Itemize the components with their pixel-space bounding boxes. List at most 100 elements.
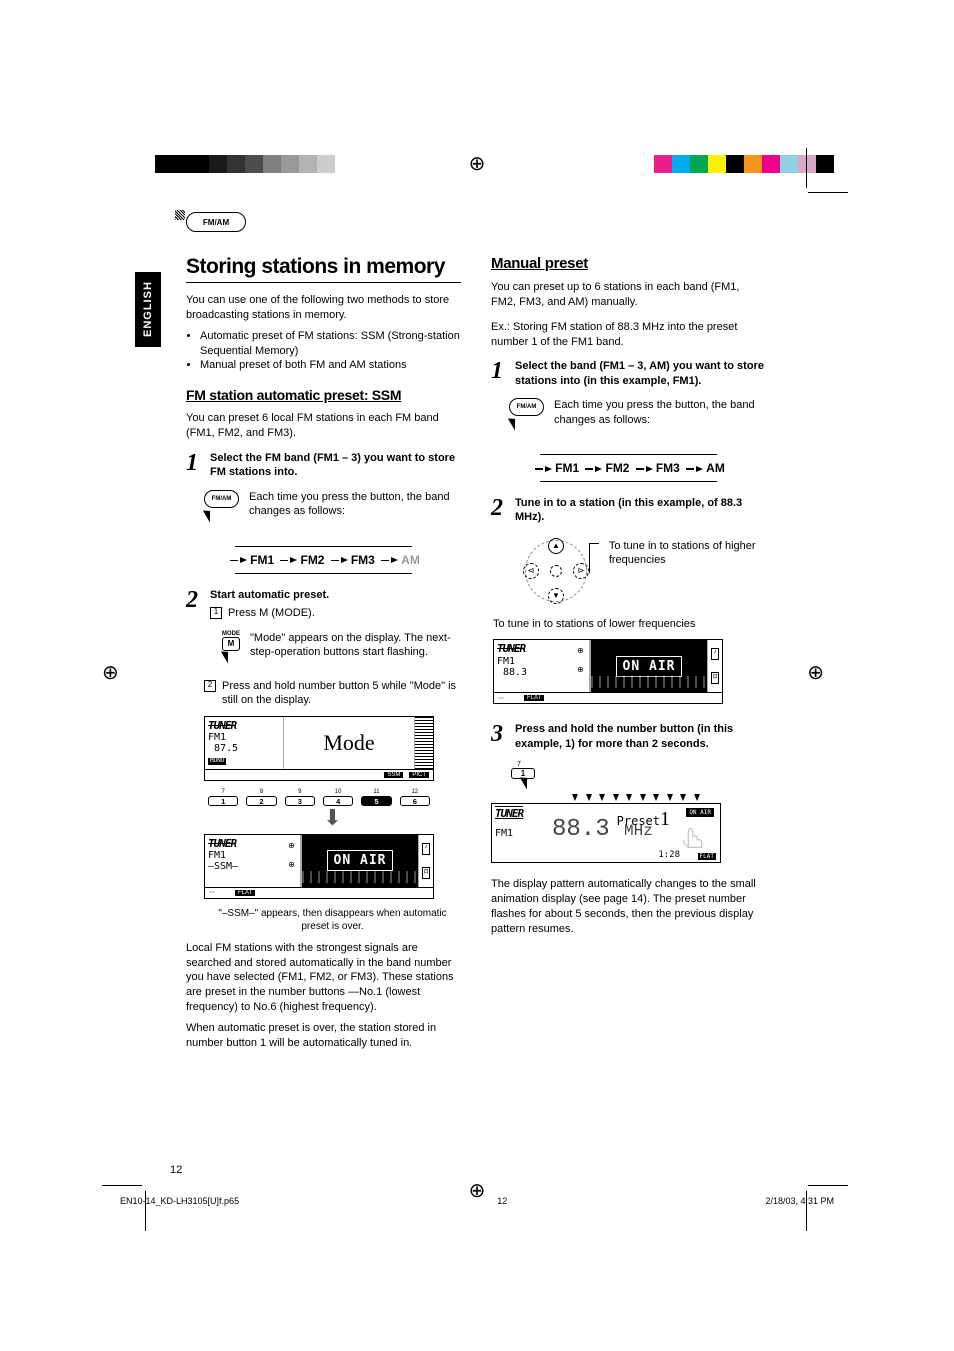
num-7-label: 7 [517,761,766,768]
color-swatch [245,155,263,173]
crop-mark [806,148,807,188]
manual-example: Ex.: Storing FM station of 88.3 MHz into… [491,320,766,350]
mode-button-row: MODE M "Mode" appears on the display. Th… [222,631,461,671]
manual-step-2: 2 Tune in to a station (in this example,… [491,496,766,525]
step-title: Tune in to a station (in this example, o… [515,496,766,525]
color-swatch [209,155,227,173]
mono-indicator: MONO [208,758,226,765]
color-swatch [191,155,209,173]
intro-bullet: Manual preset of both FM and AM stations [200,358,461,373]
clock-label: 1:28 [658,850,680,860]
fmam-button-row: FM/AM Each time you press the button, th… [204,490,461,530]
ssm-step-1: 1 Select the FM band (FM1 – 3) you want … [186,451,461,480]
ssm-indicator: SSM [384,772,403,778]
tuner-label: TUNER [497,643,569,655]
hand-icon [676,821,708,851]
button-description: Each time you press the button, the band… [554,398,766,428]
language-tab: ENGLISH [135,272,161,347]
down-arrow-icon: ⬇ [204,810,461,825]
cursor-icon [222,653,240,671]
substep-1: 1 Press M (MODE). [210,606,461,621]
controller-desc-high: To tune in to stations of higher frequen… [609,531,766,568]
color-swatch [227,155,245,173]
substep-number: 1 [210,607,222,619]
display-side-icons: ⊕ ⊕ [283,835,301,887]
number-button: 115 [361,789,391,806]
color-swatch [744,155,762,173]
footer: EN10-14_KD-LH3105[U]f.p65 12 2/18/03, 4:… [120,1196,834,1206]
color-swatch [299,155,317,173]
left-column: Storing stations in memory You can use o… [186,255,461,1057]
fmam-button-icon: FM/AM [509,398,544,416]
color-swatch [672,155,690,173]
cursor-icon [204,512,222,530]
band-cycle-diagram: FM1 FM2 FM3 AM [491,450,766,486]
manual-step-1: 1 Select the band (FM1 – 3, AM) you want… [491,359,766,388]
color-swatch [816,155,834,173]
display-onair: TUNER FM1 88.3 ⊕ ⊕ ON AIR ♪⊡ [493,639,723,704]
step-number: 1 [491,359,509,383]
band-cycle-diagram: FM1 FM2 FM3 AM [186,542,461,578]
color-bars-right [654,155,834,173]
ssm-para2: When automatic preset is over, the stati… [186,1021,461,1051]
preset-display: TUNER FM1 Preset1 ON AIR 88.3 MHz 1:28 F… [491,803,721,863]
step-number: 2 [186,588,204,612]
fmam-button-icon: FM/AM [204,490,239,508]
footer-file: EN10-14_KD-LH3105[U]f.p65 [120,1196,239,1206]
color-swatch [780,155,798,173]
step-title: Select the band (FM1 – 3, AM) you want t… [515,359,766,388]
band-label: FM1 [208,732,280,743]
substep-2: 2 Press and hold number button 5 while "… [204,679,461,709]
color-swatch [155,155,173,173]
num-button-press: 7 1 [511,761,766,797]
display-right-icons: ♪⊡ [708,640,722,692]
fmam-button-row: FM/AM Each time you press the button, th… [509,398,766,438]
fmam-section-badge: FM/AM [186,212,246,232]
display-scrollbar [415,717,433,769]
scale-markers [572,794,700,804]
controller-up-button: ▲ [548,538,564,554]
number-button: 126 [400,789,430,806]
controller-desc-low: To tune in to stations of lower frequenc… [493,617,766,632]
main-title: Storing stations in memory [186,255,461,283]
color-swatch [726,155,744,173]
crop-mark [102,1185,142,1186]
flat-indicator: FLAT [524,695,544,701]
leader-line [589,543,598,573]
crop-mark [808,1185,848,1186]
crop-mark [808,192,848,193]
step-title: Press and hold the number button (in thi… [515,722,766,751]
band-label: FM1 [497,656,569,667]
substep-number: 2 [204,680,216,692]
mode-text: Mode [283,717,415,769]
right-column: Manual preset You can preset up to 6 sta… [491,255,766,1057]
registration-target-left: ⊕ [102,660,119,685]
controller-left-button: ⊲ [523,563,539,579]
registration-target-top: ⊕ [469,151,486,176]
footer-date: 2/18/03, 4:31 PM [765,1196,834,1206]
flat-indicator: FLAT [235,890,255,896]
intro-bullet: Automatic preset of FM stations: SSM (St… [200,329,461,359]
controller-down-button: ▼ [548,588,564,604]
intro-bullet-list: Automatic preset of FM stations: SSM (St… [186,329,461,374]
cursor-icon [509,420,527,438]
freq-label: 88.3 [503,667,569,678]
color-swatch [317,155,335,173]
display-mode: TUNER FM1 87.5 MONO Mode SSM PICT [204,716,434,781]
number-button-row: 718293104115126 [204,789,434,806]
registration-marks: ⊕ [0,155,954,185]
ssm-heading: FM station automatic preset: SSM [186,387,461,403]
intro-text: You can use one of the following two met… [186,293,461,323]
number-button: 93 [285,789,315,806]
ssm-intro: You can preset 6 local FM stations in ea… [186,411,461,441]
tuner-label: TUNER [208,720,280,732]
page-number: 12 [170,1164,182,1176]
color-swatch [708,155,726,173]
button-description: Each time you press the button, the band… [249,490,461,520]
color-swatch [762,155,780,173]
onair-text: ON AIR [616,656,683,677]
manual-heading: Manual preset [491,255,766,272]
mode-label: MODE [222,631,240,637]
main-content: Storing stations in memory You can use o… [186,255,766,1057]
step-number: 1 [186,451,204,475]
